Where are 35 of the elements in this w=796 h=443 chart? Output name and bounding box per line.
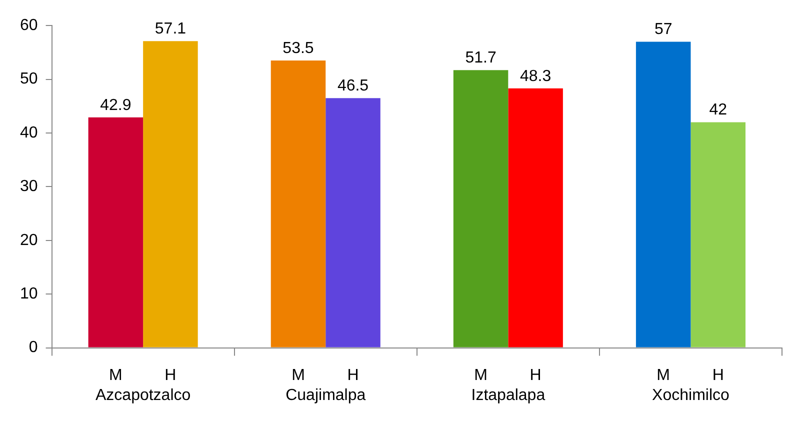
y-tick-label: 30 (20, 178, 38, 196)
y-tick-label: 40 (20, 124, 38, 142)
data-label: 42.9 (100, 96, 132, 114)
bar (143, 41, 198, 348)
text: M (474, 367, 488, 384)
bar (326, 98, 380, 348)
text: M (656, 367, 670, 384)
text: H (530, 367, 542, 384)
data-label: 46.5 (337, 78, 369, 94)
data-label: 51.7 (465, 50, 496, 67)
data-label: 57.1 (154, 20, 186, 38)
data-label: 57 (654, 21, 672, 38)
x-tick-label: Azcapotzalco (95, 386, 191, 404)
x-tick-label: Xochimilco (652, 386, 730, 404)
x-tick-label: Iztapalapa (471, 386, 546, 404)
series-label: M (109, 367, 122, 384)
bar (690, 122, 746, 348)
x-tick-label: Cuajimalpa (286, 386, 366, 404)
y-tick-label: 20 (20, 232, 38, 249)
text: H (712, 367, 724, 384)
bar (636, 42, 691, 348)
bar (270, 60, 326, 348)
data-label: 42 (709, 102, 728, 119)
y-tick-label: 0 (28, 339, 38, 356)
bar (508, 88, 563, 348)
y-tick-label: 60 (20, 17, 38, 34)
data-label: 48.3 (520, 68, 552, 85)
text: H (347, 367, 359, 384)
text: M (292, 367, 305, 384)
bar (88, 117, 144, 348)
bar (453, 70, 508, 348)
series-label: H (164, 367, 176, 384)
y-tick-label: 50 (20, 70, 38, 88)
y-tick-label: 10 (20, 286, 38, 303)
data-label: 53.5 (282, 40, 314, 57)
